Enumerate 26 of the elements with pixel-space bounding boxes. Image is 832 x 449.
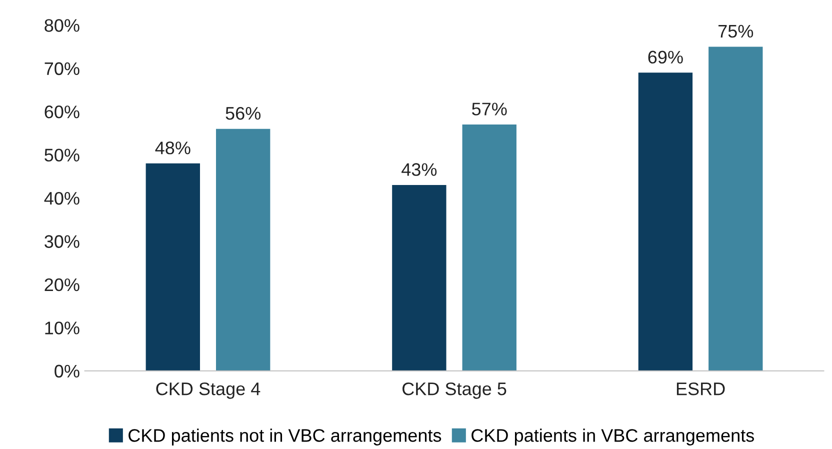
- bar: [638, 72, 693, 371]
- data-label: 57%: [472, 102, 507, 116]
- bar: [708, 46, 763, 371]
- data-label: 48%: [155, 142, 190, 154]
- y-tick-label: 40%: [44, 192, 80, 205]
- y-tick-label: 20%: [44, 278, 80, 292]
- data-label: 69%: [648, 50, 683, 64]
- legend-label: CKD patients not in VBC arrangements: [128, 428, 442, 446]
- y-tick-label: 70%: [44, 62, 80, 76]
- y-tick-label: 60%: [44, 106, 80, 118]
- data-label: 75%: [718, 24, 754, 38]
- y-tick-label: 10%: [45, 322, 80, 334]
- x-tick-label: CKD Stage 5: [402, 382, 506, 399]
- bar: [392, 185, 446, 371]
- x-tick-label: CKD Stage 4: [156, 382, 260, 399]
- x-tick-label: ESRD: [676, 382, 725, 396]
- bar: [462, 124, 516, 371]
- bar: [216, 128, 270, 371]
- y-tick-label: 0%: [54, 364, 80, 378]
- bar: [146, 163, 200, 371]
- y-tick-label: 80%: [44, 19, 80, 32]
- y-tick-label: 50%: [44, 148, 80, 162]
- data-label: 56%: [226, 106, 261, 120]
- data-label: 43%: [402, 163, 437, 176]
- y-tick-label: 30%: [44, 235, 80, 248]
- legend-label: CKD patients in VBC arrangements: [472, 428, 754, 446]
